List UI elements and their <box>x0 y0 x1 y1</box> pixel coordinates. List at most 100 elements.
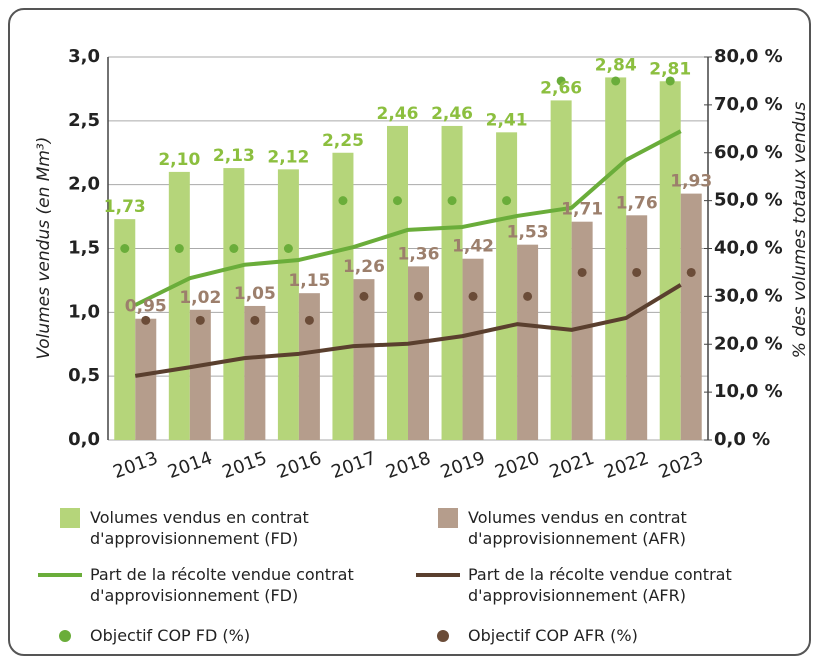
data-label: 1,93 <box>670 172 712 192</box>
bar <box>680 193 702 440</box>
bar <box>408 266 429 440</box>
frame <box>8 8 811 656</box>
y-tick-label: 2,5 <box>68 110 100 131</box>
data-label: 2,10 <box>158 150 200 170</box>
marker <box>665 76 675 86</box>
x-tick-label: 2013 <box>110 448 160 483</box>
bar <box>626 215 648 440</box>
y-tick-label: 0,5 <box>68 365 100 386</box>
marker <box>174 244 184 253</box>
legend-swatch <box>60 508 80 528</box>
bar <box>168 171 190 440</box>
x-tick-label: 2020 <box>492 448 542 483</box>
y2-tick-label: 80,0 % <box>714 46 783 67</box>
marker <box>523 291 533 301</box>
y2-tick-label: 10,0 % <box>714 381 783 402</box>
legend-swatch <box>438 508 458 528</box>
data-label: 2,12 <box>267 147 309 167</box>
data-label: 1,05 <box>234 284 276 304</box>
bar <box>659 81 681 441</box>
data-label: 1,26 <box>343 257 385 277</box>
marker <box>393 196 402 206</box>
bar <box>550 100 572 440</box>
marker <box>359 291 369 301</box>
marker <box>120 244 130 253</box>
bar <box>496 132 518 440</box>
data-label: 2,41 <box>486 110 528 130</box>
y2-tick-label: 70,0 % <box>714 94 783 115</box>
bar <box>332 152 354 440</box>
legend-swatch <box>416 573 460 577</box>
legend-swatch <box>437 630 449 642</box>
y2-tick-label: 30,0 % <box>714 285 783 306</box>
marker <box>304 315 314 325</box>
bar <box>517 244 539 440</box>
marker <box>338 196 348 206</box>
y-tick-label: 1,5 <box>68 238 100 259</box>
marker <box>577 267 587 277</box>
marker <box>141 315 151 325</box>
y2-tick-label: 60,0 % <box>714 142 783 163</box>
y2-tick-label: 40,0 % <box>714 238 783 259</box>
x-tick-label: 2023 <box>656 448 706 483</box>
bar <box>277 169 299 440</box>
data-label: 1,71 <box>561 200 603 220</box>
marker <box>611 76 621 86</box>
line <box>134 283 682 378</box>
x-tick-label: 2022 <box>601 448 651 483</box>
data-label: 2,46 <box>431 104 473 124</box>
data-label: 1,76 <box>616 193 658 213</box>
bar <box>462 258 484 440</box>
bar <box>441 125 463 440</box>
data-label: 1,42 <box>452 237 494 257</box>
y-tick-label: 1,0 <box>68 301 100 322</box>
legend-label: Part de la récolte vendue contrat d'appr… <box>90 565 354 605</box>
marker <box>250 315 260 325</box>
data-label: 2,46 <box>377 104 419 124</box>
marker <box>632 267 642 277</box>
bar <box>605 77 627 440</box>
marker <box>556 76 566 86</box>
bar <box>189 309 211 440</box>
bar <box>353 279 375 440</box>
marker <box>686 267 696 277</box>
data-label: 1,36 <box>398 244 440 264</box>
x-tick-label: 2021 <box>547 448 597 483</box>
marker <box>229 244 239 253</box>
y-tick-label: 0,0 <box>68 429 100 450</box>
legend-swatch <box>38 573 82 577</box>
marker <box>283 244 293 253</box>
data-label: 1,53 <box>507 223 549 243</box>
bar <box>571 221 593 440</box>
bar <box>387 125 408 440</box>
data-label: 2,66 <box>540 78 582 98</box>
data-label: 0,95 <box>125 297 167 317</box>
legend-label: Objectif COP FD (%) <box>90 626 251 645</box>
data-label: 2,13 <box>213 146 255 166</box>
y2-tick-label: 50,0 % <box>714 190 783 211</box>
bar <box>135 318 157 440</box>
marker <box>447 196 457 206</box>
data-label: 2,25 <box>322 131 364 151</box>
y-tick-label: 3,0 <box>68 46 100 67</box>
x-tick-label: 2017 <box>329 448 379 483</box>
legend-label: Part de la récolte vendue contrat d'appr… <box>468 565 732 605</box>
legend-label: Objectif COP AFR (%) <box>468 626 638 645</box>
bar <box>298 293 320 440</box>
data-label: 1,15 <box>288 271 330 291</box>
data-label: 1,73 <box>104 197 146 217</box>
y2-tick-label: 20,0 % <box>714 333 783 354</box>
bar <box>244 305 266 440</box>
legend-label: Volumes vendus en contrat d'approvisionn… <box>468 508 687 548</box>
y-tick-label: 2,0 <box>68 174 100 195</box>
y2-axis-label: % des volumes totaux vendus <box>790 102 810 359</box>
x-tick-label: 2015 <box>220 448 270 483</box>
marker <box>414 291 423 301</box>
marker <box>195 315 205 325</box>
x-tick-label: 2014 <box>165 448 215 483</box>
legend-swatch <box>59 630 71 642</box>
data-label: 2,84 <box>595 55 637 75</box>
bar <box>223 168 245 440</box>
